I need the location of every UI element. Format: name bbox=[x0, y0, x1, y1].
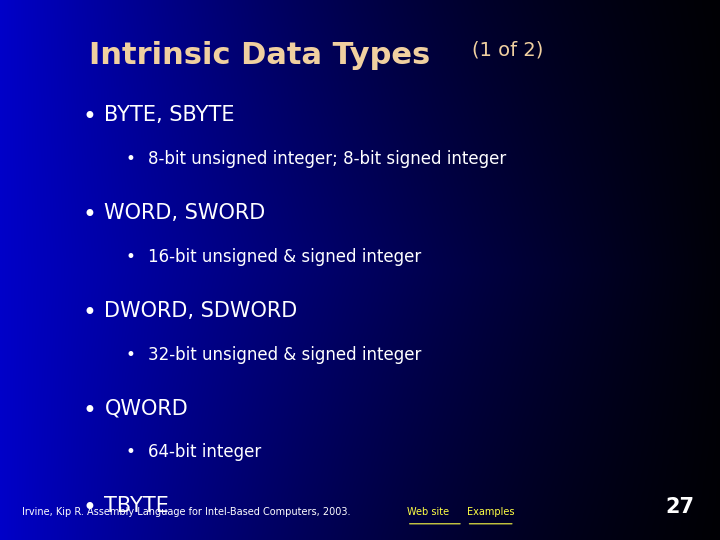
Text: 64-bit integer: 64-bit integer bbox=[148, 443, 261, 461]
Text: (1 of 2): (1 of 2) bbox=[472, 40, 543, 59]
Text: WORD, SWORD: WORD, SWORD bbox=[104, 203, 266, 223]
Text: •: • bbox=[126, 150, 136, 168]
Text: 8-bit unsigned integer; 8-bit signed integer: 8-bit unsigned integer; 8-bit signed int… bbox=[148, 150, 506, 168]
Text: •: • bbox=[126, 248, 136, 266]
Text: •: • bbox=[83, 105, 96, 129]
Text: Web site: Web site bbox=[407, 507, 449, 517]
Text: Intrinsic Data Types: Intrinsic Data Types bbox=[89, 40, 430, 70]
Text: TBYTE: TBYTE bbox=[104, 496, 169, 516]
Text: Examples: Examples bbox=[467, 507, 514, 517]
Text: •: • bbox=[83, 496, 96, 520]
Text: 27: 27 bbox=[666, 497, 695, 517]
Text: 32-bit unsigned & signed integer: 32-bit unsigned & signed integer bbox=[148, 346, 421, 363]
Text: QWORD: QWORD bbox=[104, 399, 188, 418]
Text: •: • bbox=[83, 399, 96, 422]
Text: •: • bbox=[126, 346, 136, 363]
Text: BYTE, SBYTE: BYTE, SBYTE bbox=[104, 105, 235, 125]
Text: •: • bbox=[83, 301, 96, 325]
Text: •: • bbox=[126, 443, 136, 461]
Text: Irvine, Kip R. Assembly Language for Intel-Based Computers, 2003.: Irvine, Kip R. Assembly Language for Int… bbox=[22, 507, 350, 517]
Text: 16-bit unsigned & signed integer: 16-bit unsigned & signed integer bbox=[148, 248, 421, 266]
Text: DWORD, SDWORD: DWORD, SDWORD bbox=[104, 301, 297, 321]
Text: •: • bbox=[83, 203, 96, 227]
